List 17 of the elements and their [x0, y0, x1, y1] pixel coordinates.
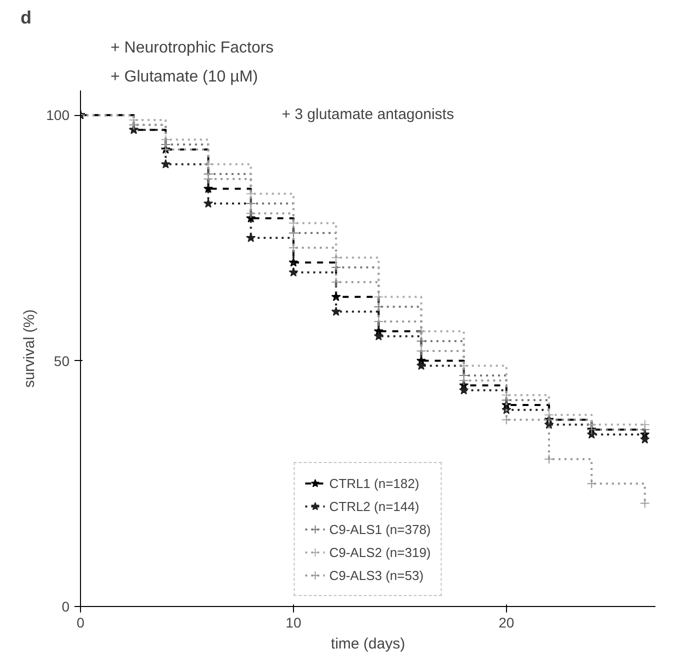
legend-label: C9-ALS2 (n=319): [329, 544, 431, 560]
chart-subtitle: + Glutamate (10 µM): [110, 68, 258, 86]
x-tick-label: 10: [286, 614, 302, 630]
y-tick-label: 50: [54, 352, 70, 369]
x-tick-label: 0: [76, 614, 85, 630]
text: d: [20, 8, 32, 28]
legend-label: C9-ALS1 (n=378): [329, 522, 431, 536]
y-tick-label: 100: [46, 107, 70, 124]
annotation: + 3 glutamate antagonists: [282, 106, 454, 123]
chart-title: + Neurotrophic Factors: [110, 40, 274, 56]
x-axis-title: time (days): [330, 636, 406, 652]
legend-label: CTRL1 (n=182): [329, 476, 420, 490]
x-tick-label: 20: [498, 614, 514, 630]
y-tick-label: 0: [62, 598, 70, 614]
legend-label: C9-ALS3 (n=53): [329, 568, 424, 582]
legend-label: CTRL2 (n=144): [329, 498, 420, 514]
y-axis-title: survival (%): [21, 309, 38, 388]
